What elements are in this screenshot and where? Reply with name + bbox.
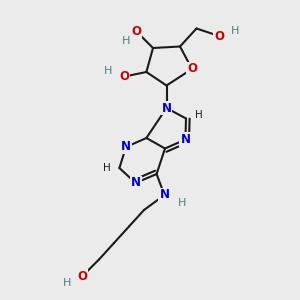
Text: O: O	[187, 62, 197, 76]
Text: O: O	[77, 269, 88, 283]
Text: H: H	[122, 35, 130, 46]
Text: N: N	[161, 101, 172, 115]
Text: O: O	[131, 25, 142, 38]
Text: H: H	[230, 26, 239, 36]
Text: H: H	[103, 163, 111, 173]
Text: H: H	[63, 278, 71, 288]
Text: H: H	[195, 110, 203, 120]
Text: O: O	[214, 29, 224, 43]
Text: H: H	[178, 198, 186, 208]
Text: N: N	[180, 133, 190, 146]
Text: N: N	[130, 176, 141, 190]
Text: N: N	[159, 188, 170, 202]
Text: N: N	[121, 140, 131, 154]
Text: O: O	[119, 70, 130, 83]
Text: H: H	[104, 66, 112, 76]
